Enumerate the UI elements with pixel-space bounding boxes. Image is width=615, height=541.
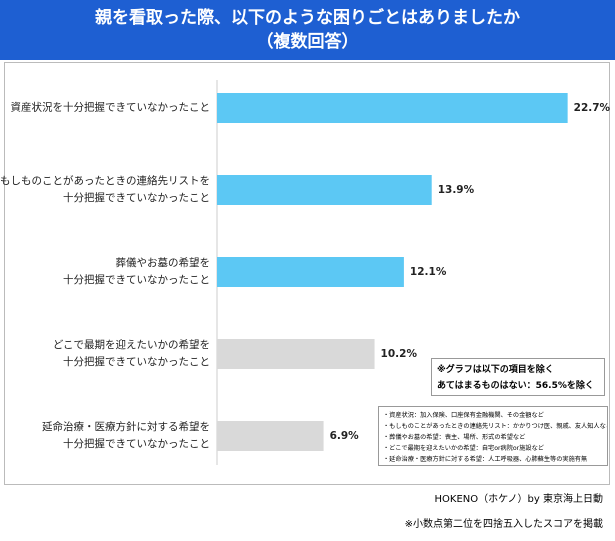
definition-line: ・資産状況：加入保険、口座保有金融機関、その金額など <box>383 412 544 419</box>
footnote: ※小数点第二位を四捨五入したスコアを掲載 <box>404 519 603 530</box>
value-label: 12.1% <box>409 266 447 278</box>
definition-line: ・延命治療・医療方針に対する希望：人工呼吸器、心肺蘇生等の実施有無 <box>383 456 588 463</box>
category-label: 葬儀やお墓の希望を 十分把握できていなかったこと <box>63 257 210 286</box>
exclusion-note: ※グラフは以下の項目を除く あてはまるものはない：56.5%を除く <box>431 358 605 396</box>
category-label: どこで最期を迎えたいかの希望を 十分把握できていなかったこと <box>52 339 210 368</box>
title-banner: 親を看取った際、以下のような困りごとはありましたか （複数回答） <box>0 0 615 60</box>
chart-subtitle: （複数回答） <box>256 32 359 52</box>
definition-line: ・どこで最期を迎えたいかの希望：自宅or病院or施設など <box>383 445 544 452</box>
chart-title: 親を看取った際、以下のような困りごとはありましたか <box>95 8 520 28</box>
bar <box>217 175 432 205</box>
value-label: 10.2% <box>380 348 417 360</box>
note-line: ※グラフは以下の項目を除く <box>437 365 554 375</box>
note-line: あてはまるものはない：56.5%を除く <box>437 381 594 391</box>
value-label: 22.7% <box>573 102 611 114</box>
definition-line: ・葬儀やお墓の希望：喪主、場所、形式の希望など <box>383 434 526 441</box>
bar <box>217 421 324 451</box>
category-label: 資産状況を十分把握できていなかったこと <box>10 101 211 114</box>
bar <box>217 257 404 287</box>
source: HOKENO（ホケノ）by 東京海上日動 <box>434 494 603 505</box>
definitions: ・資産状況：加入保険、口座保有金融機関、その金額など・もしものことがあったときの… <box>378 406 608 466</box>
chart-frame <box>4 62 610 485</box>
category-label: 延命治療・医療方針に対する希望を 十分把握できていなかったこと <box>42 421 210 450</box>
category-label: もしものことがあったときの連絡先リストを 十分把握できていなかったこと <box>0 175 210 204</box>
bar <box>217 93 568 123</box>
value-label: 13.9% <box>437 184 475 196</box>
value-label: 6.9% <box>329 430 359 442</box>
definition-line: ・もしものことがあったときの連絡先リスト：かかりつけ医、親戚、友人知人など <box>383 423 608 430</box>
bar <box>217 339 375 369</box>
